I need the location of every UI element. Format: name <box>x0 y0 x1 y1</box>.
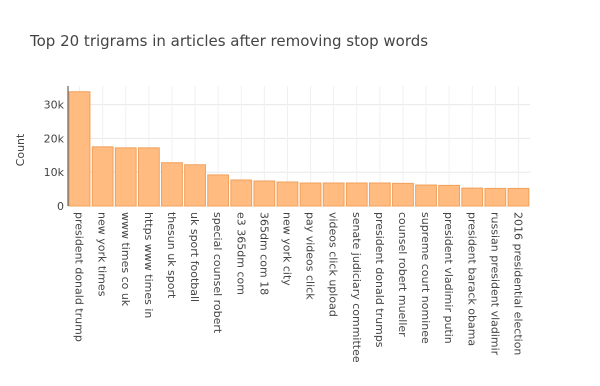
bar <box>368 182 391 207</box>
y-tick-label: 10k <box>44 166 65 179</box>
y-tick-label: 20k <box>44 132 65 145</box>
bar <box>161 162 183 207</box>
x-tick-label: supreme court nominee <box>419 212 432 344</box>
bar <box>276 181 299 207</box>
x-tick-label: president barack obama <box>465 212 478 346</box>
y-tick-label: 0 <box>57 200 64 213</box>
x-tick-label: pay videos click <box>304 212 317 300</box>
x-tick-label: 2016 presidential election <box>511 212 524 355</box>
y-axis-label: Count <box>14 133 27 166</box>
bar <box>345 182 368 207</box>
x-tick-label: new york city <box>280 212 293 286</box>
x-tick-label: special counsel robert <box>211 212 224 334</box>
bar <box>137 147 160 207</box>
bar <box>91 146 114 207</box>
x-tick-label: 365dm com 18 <box>257 212 270 295</box>
bar <box>299 182 322 207</box>
x-tick-label: russian president vladimir <box>488 212 501 356</box>
x-tick-label: president donald trump <box>73 212 86 342</box>
bar <box>438 184 461 207</box>
x-tick-label: e3 365dm com <box>234 212 247 295</box>
x-tick-label: president vladimir putin <box>442 212 455 344</box>
bar <box>507 187 530 207</box>
bar <box>207 174 230 207</box>
y-tick-label: 30k <box>44 99 65 112</box>
chart-title: Top 20 trigrams in articles after removi… <box>29 32 428 50</box>
x-tick-label: https www times in <box>142 212 155 318</box>
x-tick-label: senate judiciary committee <box>350 212 363 363</box>
bar <box>461 187 484 207</box>
bar <box>484 187 507 207</box>
bar <box>230 179 253 207</box>
bar <box>253 180 276 207</box>
x-tick-label: new york times <box>96 212 109 297</box>
bar <box>68 91 91 207</box>
x-tick-label: videos click upload <box>327 212 340 317</box>
bar <box>415 184 437 207</box>
x-tick-label: president donald trumps <box>373 212 386 348</box>
bar <box>322 182 345 207</box>
x-tick-label: counsel robert mueller <box>396 212 409 337</box>
x-tick-label: uk sport football <box>188 212 201 302</box>
bar <box>184 164 206 207</box>
x-tick-label: thesun uk sport <box>165 212 178 299</box>
bar <box>392 182 414 207</box>
x-tick-label: www times co uk <box>119 212 132 307</box>
bar <box>114 147 137 207</box>
